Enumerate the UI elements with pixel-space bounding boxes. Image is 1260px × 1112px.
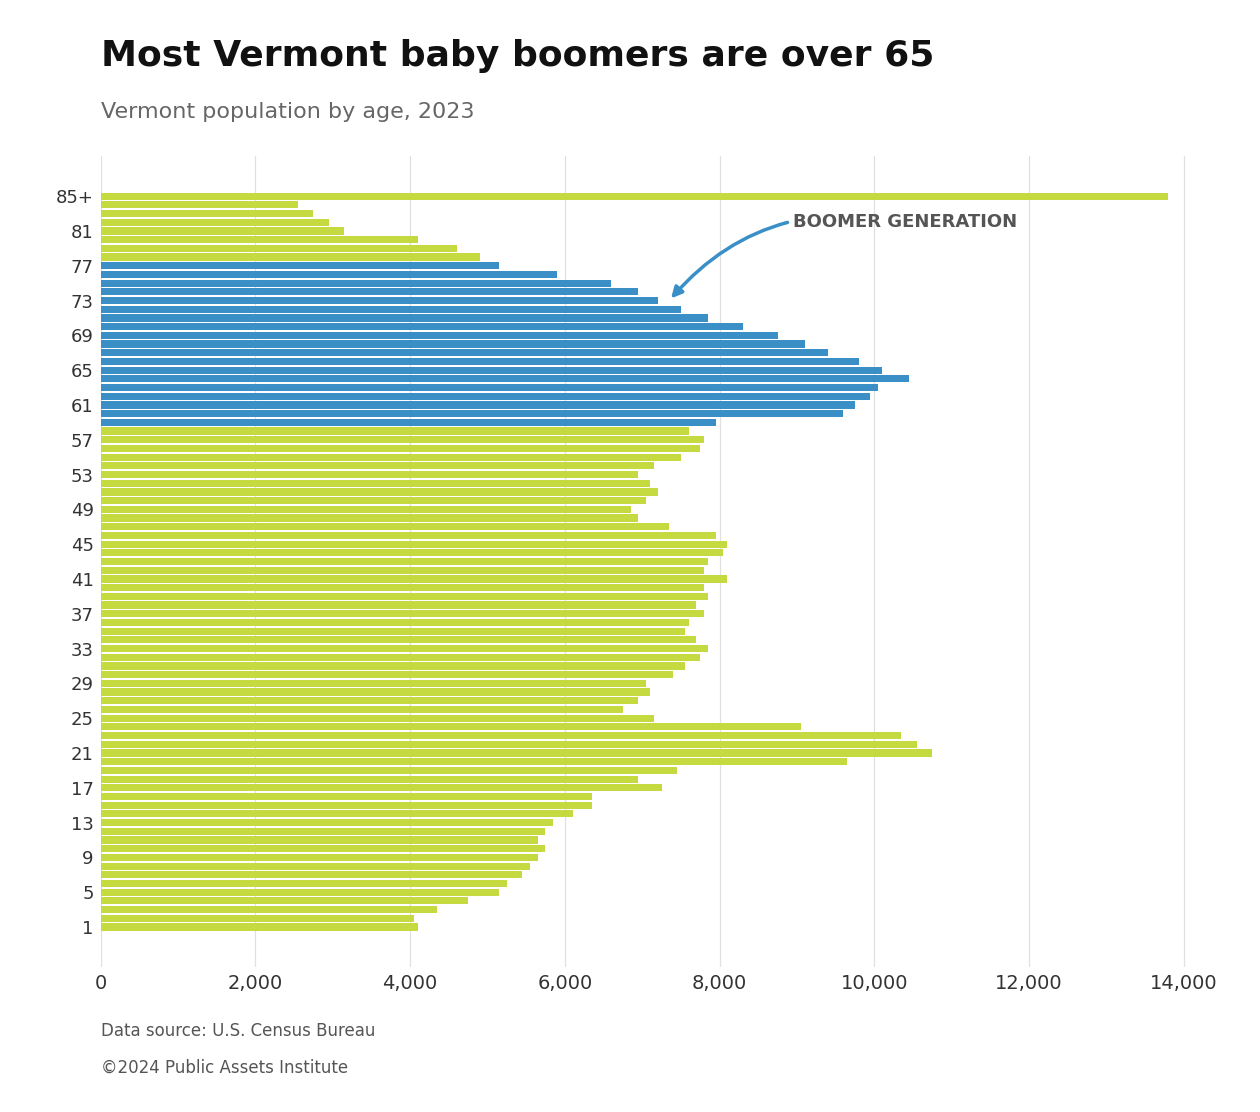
Bar [101,201,299,208]
Bar [101,419,716,426]
Bar [101,488,658,496]
Bar [101,654,701,661]
Bar [101,741,917,748]
Bar [101,219,329,226]
Bar [101,515,639,522]
Bar [101,845,546,852]
Bar [101,445,701,451]
Bar [101,523,669,530]
Bar [101,610,704,617]
Bar [101,836,538,844]
Bar [101,854,538,861]
Bar [101,297,658,304]
Bar [101,723,800,731]
Bar [101,802,592,808]
Bar [101,558,708,565]
Bar [101,340,805,348]
Text: Most Vermont baby boomers are over 65: Most Vermont baby boomers are over 65 [101,39,934,73]
Bar [101,532,716,539]
Bar [101,688,650,696]
Bar [101,567,704,574]
Bar [101,349,828,356]
Bar [101,811,572,817]
Bar [101,672,673,678]
Bar [101,715,654,722]
Bar [101,306,680,312]
Bar [101,497,646,504]
Bar [101,236,418,244]
Bar [101,820,553,826]
Bar [101,636,697,644]
Text: ©2024 Public Assets Institute: ©2024 Public Assets Institute [101,1059,348,1076]
Bar [101,923,418,931]
Bar [101,367,882,374]
Bar [101,863,530,870]
Text: BOOMER GENERATION: BOOMER GENERATION [674,214,1017,296]
Bar [101,645,708,652]
Bar [101,706,622,713]
Bar [101,279,611,287]
Bar [101,254,480,260]
Bar [101,767,677,774]
Bar [101,262,499,269]
Bar [101,749,932,756]
Bar [101,888,499,896]
Bar [101,427,688,435]
Bar [101,479,650,487]
Bar [101,584,704,592]
Text: Vermont population by age, 2023: Vermont population by age, 2023 [101,102,474,122]
Bar [101,540,727,548]
Bar [101,827,546,835]
Bar [101,436,704,444]
Bar [101,210,314,217]
Bar [101,784,662,792]
Bar [101,880,507,887]
Bar [101,871,523,878]
Bar [101,245,456,252]
Bar [101,627,684,635]
Bar [101,192,1168,200]
Bar [101,410,843,417]
Bar [101,697,639,704]
Bar [101,471,639,478]
Bar [101,619,688,626]
Bar [101,506,630,513]
Bar [101,758,847,765]
Bar [101,602,697,608]
Bar [101,897,469,904]
Bar [101,393,871,400]
Bar [101,315,708,321]
Bar [101,331,777,339]
Bar [101,549,723,556]
Bar [101,227,344,235]
Bar [101,906,437,913]
Bar [101,384,878,391]
Bar [101,793,592,800]
Bar [101,679,646,687]
Bar [101,358,859,365]
Bar [101,915,415,922]
Bar [101,375,908,383]
Bar [101,593,708,600]
Bar [101,575,727,583]
Bar [101,775,639,783]
Bar [101,732,901,739]
Bar [101,271,557,278]
Bar [101,401,854,408]
Bar [101,463,654,469]
Bar [101,288,639,296]
Bar [101,663,684,669]
Bar [101,454,680,460]
Bar [101,324,742,330]
Text: Data source: U.S. Census Bureau: Data source: U.S. Census Bureau [101,1022,375,1040]
